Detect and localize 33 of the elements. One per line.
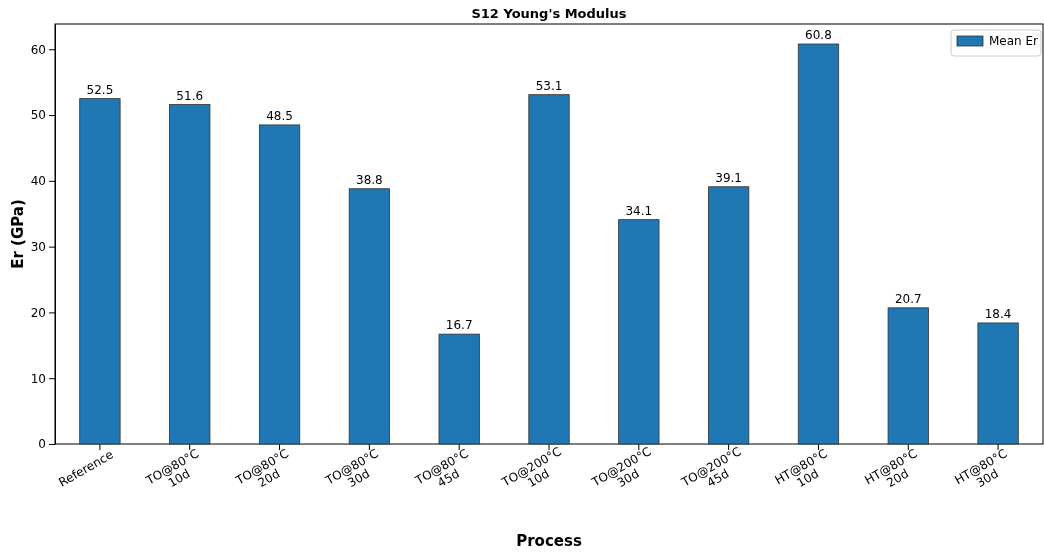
- y-tick-label: 20: [30, 305, 46, 320]
- data-label: 20.7: [894, 291, 922, 306]
- y-tick-label: 10: [30, 371, 46, 386]
- legend-label: Mean Er: [989, 34, 1039, 48]
- data-label: 53.1: [535, 78, 563, 93]
- y-tick-label: 50: [30, 108, 46, 123]
- bar: [887, 307, 929, 445]
- y-tick-label: 0: [38, 437, 46, 452]
- bar: [258, 124, 301, 445]
- bar: [618, 219, 660, 445]
- bar: [169, 104, 211, 445]
- data-label: 52.5: [86, 82, 114, 97]
- data-label: 18.4: [984, 306, 1012, 321]
- data-label: 60.8: [805, 28, 832, 42]
- data-label: 51.6: [176, 88, 204, 103]
- bar: [79, 98, 121, 445]
- data-label: 34.1: [625, 203, 653, 218]
- y-tick-label: 60: [30, 42, 46, 57]
- y-axis-title: Er (GPa): [9, 199, 27, 269]
- data-label: 16.7: [445, 318, 473, 333]
- y-tick-label: 40: [30, 174, 46, 189]
- y-tick-label: 30: [30, 239, 46, 254]
- data-label: 38.8: [356, 172, 383, 187]
- bar: [797, 43, 840, 445]
- data-label: 39.1: [715, 170, 742, 185]
- bar: [977, 322, 1019, 445]
- data-label: 48.5: [266, 108, 293, 123]
- bar: [348, 188, 390, 445]
- bar: [708, 186, 750, 445]
- bar: [438, 333, 480, 445]
- chart-title: S12 Young's Modulus: [471, 6, 627, 21]
- bar: [528, 94, 570, 445]
- x-axis-title: Process: [516, 532, 582, 550]
